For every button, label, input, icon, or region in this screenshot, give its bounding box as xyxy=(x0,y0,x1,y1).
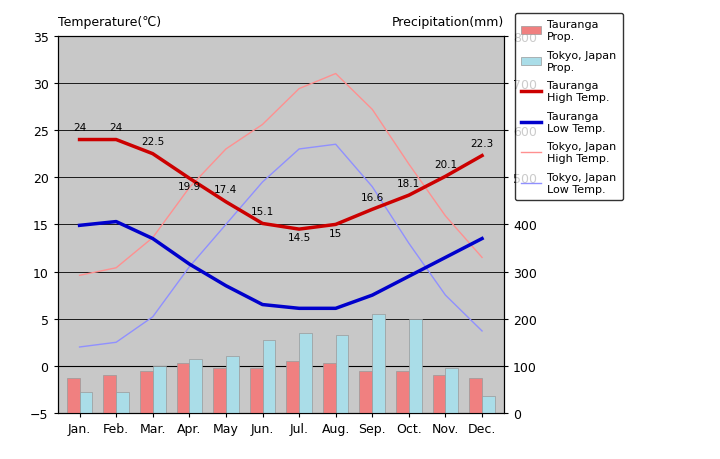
Text: 17.4: 17.4 xyxy=(215,185,238,195)
Bar xyxy=(79,392,92,413)
Text: 24: 24 xyxy=(73,123,86,133)
Bar xyxy=(446,369,458,413)
Text: 18.1: 18.1 xyxy=(397,178,420,188)
Bar xyxy=(396,371,409,413)
Text: 19.9: 19.9 xyxy=(178,182,201,192)
Bar xyxy=(226,357,239,413)
Bar xyxy=(469,378,482,413)
Bar xyxy=(153,366,166,413)
Text: 15: 15 xyxy=(329,228,342,238)
Text: 22.3: 22.3 xyxy=(470,139,494,149)
Bar xyxy=(176,364,189,413)
Bar xyxy=(359,371,372,413)
Bar xyxy=(482,397,495,413)
Bar xyxy=(372,314,385,413)
Bar xyxy=(263,340,275,413)
Text: 16.6: 16.6 xyxy=(361,192,384,202)
Bar xyxy=(250,369,263,413)
Text: 15.1: 15.1 xyxy=(251,207,274,217)
Bar xyxy=(116,392,129,413)
Text: Temperature(℃): Temperature(℃) xyxy=(58,16,161,29)
Legend: Tauranga
Prop., Tokyo, Japan
Prop., Tauranga
High Temp., Tauranga
Low Temp., Tok: Tauranga Prop., Tokyo, Japan Prop., Taur… xyxy=(515,14,623,201)
Bar xyxy=(67,378,79,413)
Bar xyxy=(213,369,226,413)
Bar xyxy=(323,364,336,413)
Text: 24: 24 xyxy=(109,123,123,133)
Bar xyxy=(140,371,153,413)
Text: 20.1: 20.1 xyxy=(434,159,457,169)
Bar xyxy=(409,319,422,413)
Text: 22.5: 22.5 xyxy=(141,137,164,147)
Text: Precipitation(mm): Precipitation(mm) xyxy=(392,16,504,29)
Bar xyxy=(336,336,348,413)
Text: 14.5: 14.5 xyxy=(287,233,311,243)
Bar xyxy=(189,359,202,413)
Bar xyxy=(299,333,312,413)
Bar xyxy=(104,375,116,413)
Bar xyxy=(287,361,299,413)
Bar xyxy=(433,375,446,413)
